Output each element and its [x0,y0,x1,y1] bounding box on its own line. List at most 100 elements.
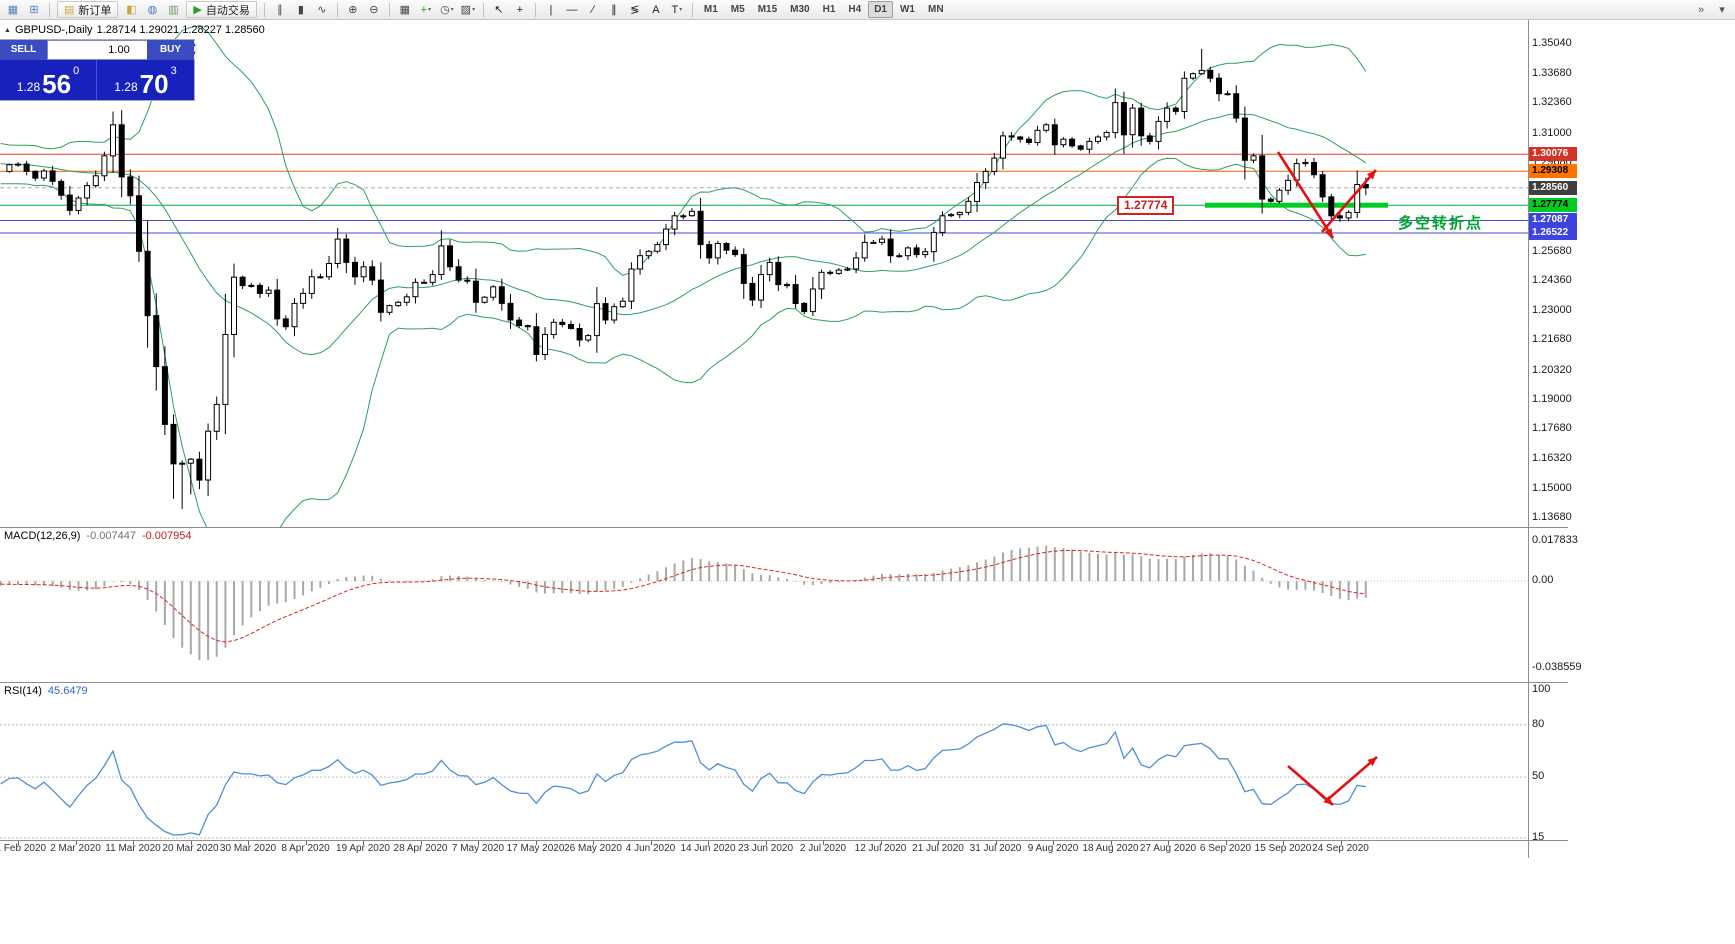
timeframe-h4[interactable]: H4 [848,4,862,15]
trend-arrow [1276,151,1335,239]
rsi-axis-label: 15 [1532,831,1545,843]
new-order-button-label: 新订单 [78,4,112,17]
horizontal-line-icon[interactable]: — [562,1,582,18]
trendline-icon[interactable]: ∕ [583,1,603,18]
rsi-name: RSI(14) [4,685,42,697]
buy-button[interactable]: 1.28 70 3 [97,60,194,100]
price-axis-label: 1.32360 [1532,96,1572,109]
market-watch-icon[interactable]: ◧ [121,1,141,18]
zoom-out-icon-glyph: ⊖ [369,4,379,16]
data-window-icon[interactable]: ◍ [142,1,162,18]
panel-separator[interactable] [0,840,1568,841]
price-axis-label: 1.33680 [1532,67,1572,80]
timeframe-m1[interactable]: M1 [703,4,718,15]
time-axis-label: 6 Sep 2020 [1199,843,1252,854]
macd-signal-line [0,549,1366,643]
bar-chart-type-icon[interactable]: ∥ [270,1,290,18]
time-axis-label: 27 Aug 2020 [1139,843,1197,854]
indicators-icon-dropdown[interactable]: ▾ [428,7,432,13]
tile-windows-icon[interactable]: ▦ [395,1,415,18]
toolbar-separator [691,2,693,17]
price-badge: 1.30076 [1529,147,1577,162]
vertical-line-icon[interactable]: | [541,1,561,18]
crosshair-icon-glyph: + [516,3,524,16]
panel-separator[interactable] [0,527,1568,528]
toolbar-separator [388,2,390,17]
periods-icon[interactable]: ◷ ▾ [437,1,457,18]
toolbar-collapse-icon-glyph: ▾ [1719,4,1725,16]
time-axis-tick [535,841,537,845]
text-label-icon[interactable]: A [646,1,666,18]
zoom-out-icon[interactable]: ⊖ [364,1,384,18]
time-axis-label: 12 Jul 2020 [854,843,907,854]
rsi-axis-label: 80 [1532,717,1545,730]
cursor-icon[interactable]: ↖ [489,1,509,18]
time-axis-label: 4 Jun 2020 [625,843,676,854]
rsi-value: 45.6479 [47,685,88,697]
time-axis-tick [593,841,594,845]
data-window-icon-glyph: ◍ [147,4,158,16]
time-axis-label: 8 Apr 2020 [281,843,330,854]
time-axis-tick [305,841,307,845]
templates-icon-dropdown[interactable]: ▾ [472,7,476,13]
trend-arrow [1287,765,1334,806]
periods-icon-dropdown[interactable]: ▾ [450,7,454,13]
price-callout[interactable]: 1.27774 [1117,196,1175,215]
terminal-icon-glyph: ▥ [168,4,179,16]
new-chart-icon[interactable]: ⊞ [24,1,44,18]
timeframe-h1[interactable]: H1 [822,4,836,15]
toolbar-collapse-icon[interactable]: ▾ [1712,1,1732,18]
auto-trading-button[interactable]: ▶ 自动交易 [186,1,257,18]
time-axis-label: 2 Mar 2020 [50,843,101,854]
buy-price-pips: 70 [139,69,169,99]
new-order-button[interactable]: ▤ 新订单 [57,1,119,18]
new-order-button-glyph: ▤ [64,4,75,16]
time-axis-label: 18 Aug 2020 [1082,843,1139,854]
bar-chart-type-icon-glyph: ∥ [277,4,283,16]
collapse-triangle-icon[interactable]: ▲ [4,26,11,34]
macd-axis-label: -0.038559 [1532,661,1582,673]
indicators-icon[interactable]: + ▾ [416,1,436,18]
macd-panel-canvas[interactable] [0,527,1528,682]
toolbar-overflow-icon[interactable]: » [1691,1,1711,18]
sell-button[interactable]: 1.28 56 0 [0,60,97,100]
price-axis-label: 1.17680 [1532,422,1572,435]
price-badge: 1.27774 [1529,198,1577,213]
timeframe-m30[interactable]: M30 [790,4,810,15]
price-badge: 1.28560 [1529,180,1577,195]
timeframe-mn[interactable]: MN [927,4,944,15]
rsi-line [0,723,1366,836]
main-chart-canvas[interactable] [0,20,1528,527]
toolbar: ▦ ⊞ ▤ 新订单 ◧ ◍ ▥ ▶ 自动交易 ∥ ▮ ∿ ⊕ ⊖ ▦ + ▾ ◷ ▾ ▨ ▾ ↖ + | — ∕ ∥ ≶ A T ▾ M1 M5… [0,0,1735,20]
price-axis-label: 1.31000 [1532,126,1572,139]
time-axis-label: 31 Jul 2020 [969,843,1022,854]
zoom-in-icon[interactable]: ⊕ [343,1,363,18]
terminal-icon[interactable]: ▥ [163,1,183,18]
price-badge: 1.26522 [1529,226,1577,241]
time-axis-tick [248,841,249,845]
arrow-tools-icon-dropdown[interactable]: ▾ [679,7,683,13]
crosshair-icon[interactable]: + [510,1,530,18]
arrow-tools-icon[interactable]: T ▾ [667,1,687,18]
channel-icon[interactable]: ∥ [604,1,624,18]
one-click-trading-panel: SELL ▲ ▼ BUY 1.28 56 0 1.28 70 3 [0,40,197,100]
timeframe-m15[interactable]: M15 [757,4,778,15]
fibonacci-icon[interactable]: ≶ [625,1,645,18]
chart-window-icon[interactable]: ▦ [3,1,23,18]
line-chart-type-icon[interactable]: ∿ [312,1,332,18]
timeframe-d1[interactable]: D1 [868,1,893,18]
time-axis-tick [363,841,364,845]
price-axis-label: 1.13680 [1532,511,1572,523]
turning-point-note[interactable]: 多空转折点 [1398,215,1484,232]
timeframe-m5[interactable]: M5 [730,4,745,15]
candlestick-type-icon[interactable]: ▮ [291,1,311,18]
sell-price-sup: 0 [73,65,80,77]
volume-box: ▲ ▼ [47,40,197,60]
rsi-panel-canvas[interactable] [0,682,1528,840]
price-badge: 1.29308 [1529,164,1577,179]
timeframe-w1[interactable]: W1 [899,4,915,15]
time-axis-label: 21 Jul 2020 [912,843,964,854]
time-axis-label: 2 Jul 2020 [799,843,847,854]
templates-icon[interactable]: ▨ ▾ [458,1,478,18]
panel-separator[interactable] [0,682,1568,683]
